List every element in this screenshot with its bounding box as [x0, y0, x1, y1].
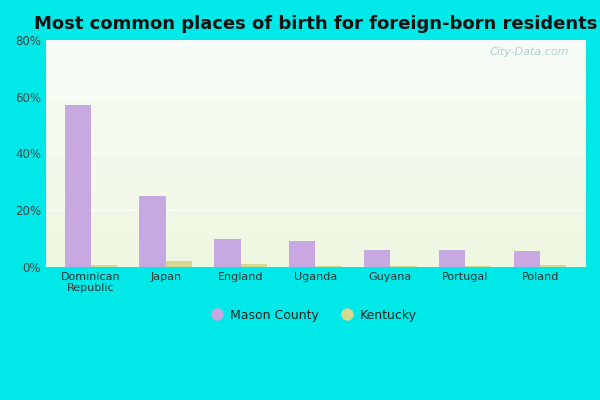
- Legend: Mason County, Kentucky: Mason County, Kentucky: [208, 303, 424, 329]
- Bar: [439, 250, 465, 267]
- Title: Most common places of birth for foreign-born residents: Most common places of birth for foreign-…: [34, 15, 597, 33]
- Bar: [289, 241, 316, 267]
- Bar: [391, 266, 416, 267]
- Bar: [514, 251, 540, 267]
- Bar: [465, 266, 491, 267]
- Bar: [91, 266, 117, 267]
- Bar: [316, 266, 341, 267]
- Text: City-Data.com: City-Data.com: [490, 47, 569, 57]
- Bar: [139, 196, 166, 267]
- Bar: [166, 261, 192, 267]
- Bar: [214, 238, 241, 267]
- Bar: [540, 266, 566, 267]
- Bar: [364, 250, 391, 267]
- Bar: [241, 264, 267, 267]
- Bar: [65, 105, 91, 267]
